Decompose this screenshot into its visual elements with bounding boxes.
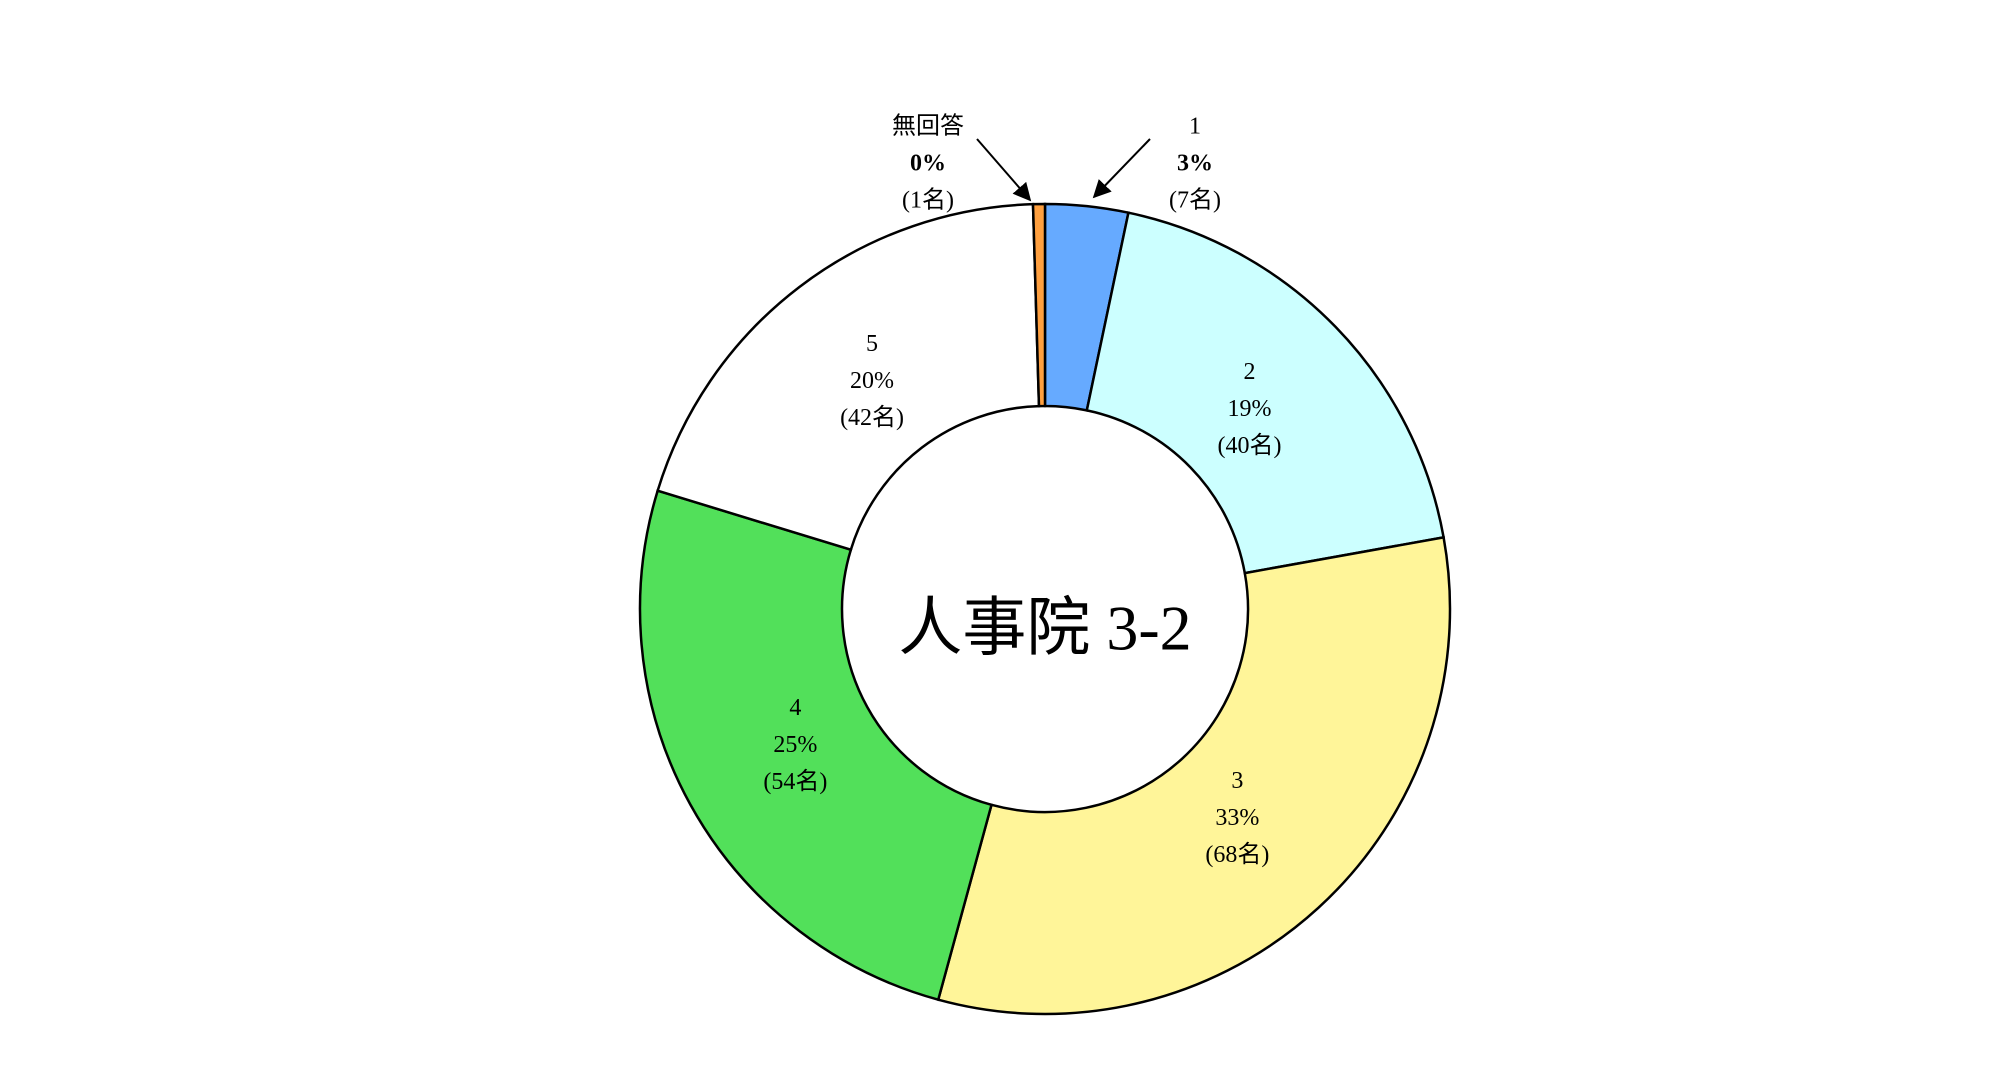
value-label: (54名): [763, 768, 827, 795]
leader-arrow: [1092, 138, 1151, 199]
value-label: (1名): [902, 187, 954, 214]
value-label: (40名): [1217, 432, 1281, 459]
slice-label: 無回答: [892, 113, 964, 140]
value-label: (7名): [1169, 187, 1221, 214]
percent-label: 25%: [773, 732, 817, 758]
value-label: (42名): [840, 404, 904, 431]
donut-slice: [1085, 211, 1446, 575]
percent-label: 3%: [1177, 151, 1213, 177]
chart-title: 人事院 3-2: [898, 593, 1191, 664]
percent-label: 0%: [910, 151, 946, 177]
slice-label: 5: [866, 331, 878, 357]
value-label: (68名): [1205, 841, 1269, 868]
slice-label: 4: [789, 695, 801, 721]
donut-slice: [656, 202, 1041, 552]
percent-label: 20%: [850, 368, 894, 394]
slice-label: 2: [1243, 359, 1255, 385]
slice-label: 1: [1189, 114, 1201, 140]
percent-label: 33%: [1215, 805, 1259, 831]
percent-label: 19%: [1227, 396, 1271, 422]
slice-label: 3: [1231, 768, 1243, 794]
donut-slice: [936, 535, 1452, 1016]
leader-arrow: [976, 138, 1032, 202]
donut-slice: [638, 489, 994, 1002]
donut-slice: [1031, 202, 1047, 408]
